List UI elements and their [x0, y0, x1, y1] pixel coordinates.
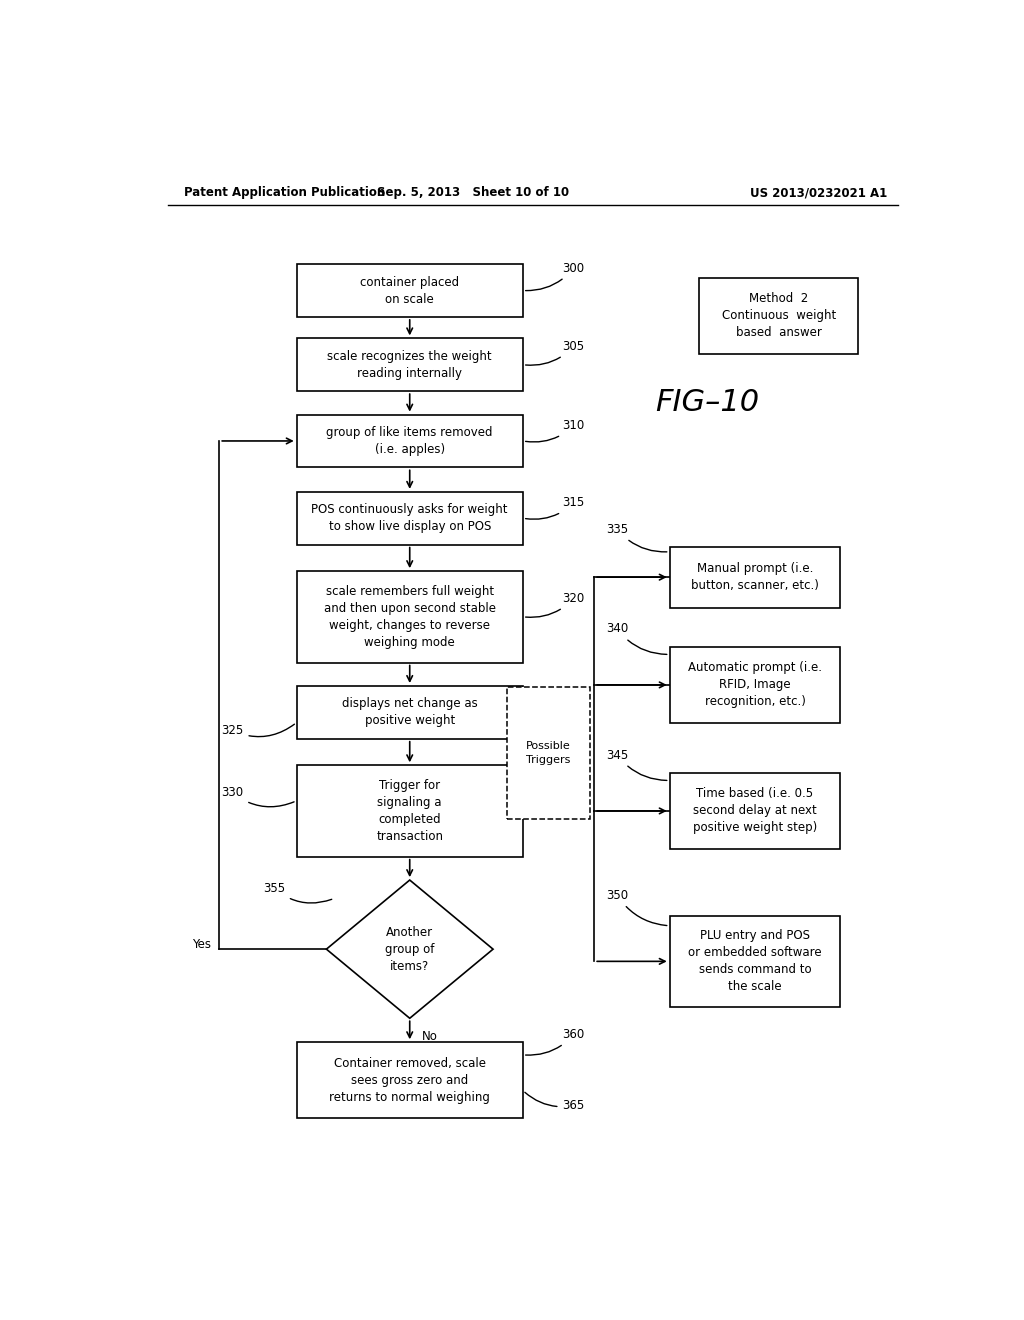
FancyBboxPatch shape — [670, 647, 841, 723]
Text: 335: 335 — [606, 523, 667, 552]
FancyBboxPatch shape — [507, 686, 590, 818]
Text: Patent Application Publication: Patent Application Publication — [183, 186, 385, 199]
Text: POS continuously asks for weight
to show live display on POS: POS continuously asks for weight to show… — [311, 503, 508, 533]
Text: Automatic prompt (i.e.
RFID, Image
recognition, etc.): Automatic prompt (i.e. RFID, Image recog… — [688, 661, 822, 709]
Text: Container removed, scale
sees gross zero and
returns to normal weighing: Container removed, scale sees gross zero… — [330, 1057, 490, 1104]
FancyBboxPatch shape — [297, 1043, 523, 1118]
Text: container placed
on scale: container placed on scale — [360, 276, 460, 305]
Text: scale recognizes the weight
reading internally: scale recognizes the weight reading inte… — [328, 350, 493, 380]
FancyBboxPatch shape — [297, 766, 523, 857]
FancyBboxPatch shape — [297, 414, 523, 467]
Text: displays net change as
positive weight: displays net change as positive weight — [342, 697, 477, 727]
Text: 325: 325 — [221, 725, 295, 737]
FancyBboxPatch shape — [670, 916, 841, 1007]
FancyBboxPatch shape — [297, 338, 523, 391]
Text: 320: 320 — [525, 591, 585, 618]
Text: FIG–10: FIG–10 — [655, 388, 760, 417]
Text: 340: 340 — [606, 623, 667, 655]
Text: 315: 315 — [525, 496, 585, 519]
Text: 345: 345 — [606, 748, 667, 780]
Text: 330: 330 — [221, 787, 294, 807]
FancyBboxPatch shape — [670, 772, 841, 849]
Text: Possible
Triggers: Possible Triggers — [526, 742, 571, 764]
Text: Trigger for
signaling a
completed
transaction: Trigger for signaling a completed transa… — [376, 779, 443, 843]
Polygon shape — [327, 880, 494, 1018]
FancyBboxPatch shape — [297, 264, 523, 317]
Text: Another
group of
items?: Another group of items? — [385, 925, 434, 973]
FancyBboxPatch shape — [297, 686, 523, 739]
Text: 355: 355 — [263, 882, 332, 903]
FancyBboxPatch shape — [699, 277, 858, 354]
Text: group of like items removed
(i.e. apples): group of like items removed (i.e. apples… — [327, 426, 493, 455]
Text: No: No — [422, 1031, 437, 1044]
Text: Sep. 5, 2013   Sheet 10 of 10: Sep. 5, 2013 Sheet 10 of 10 — [377, 186, 569, 199]
FancyBboxPatch shape — [297, 572, 523, 663]
Text: Time based (i.e. 0.5
second delay at next
positive weight step): Time based (i.e. 0.5 second delay at nex… — [693, 788, 817, 834]
Text: Method  2
Continuous  weight
based  answer: Method 2 Continuous weight based answer — [722, 293, 836, 339]
FancyBboxPatch shape — [297, 492, 523, 545]
Text: 365: 365 — [525, 1093, 585, 1113]
Text: 300: 300 — [525, 261, 585, 290]
Text: Manual prompt (i.e.
button, scanner, etc.): Manual prompt (i.e. button, scanner, etc… — [691, 562, 819, 593]
FancyBboxPatch shape — [670, 546, 841, 607]
Text: 305: 305 — [525, 341, 585, 366]
Text: Yes: Yes — [193, 937, 211, 950]
Text: 350: 350 — [606, 888, 667, 925]
Text: PLU entry and POS
or embedded software
sends command to
the scale: PLU entry and POS or embedded software s… — [688, 929, 821, 994]
Text: US 2013/0232021 A1: US 2013/0232021 A1 — [750, 186, 887, 199]
Text: 310: 310 — [525, 420, 585, 442]
Text: 360: 360 — [525, 1028, 585, 1055]
Text: scale remembers full weight
and then upon second stable
weight, changes to rever: scale remembers full weight and then upo… — [324, 585, 496, 649]
